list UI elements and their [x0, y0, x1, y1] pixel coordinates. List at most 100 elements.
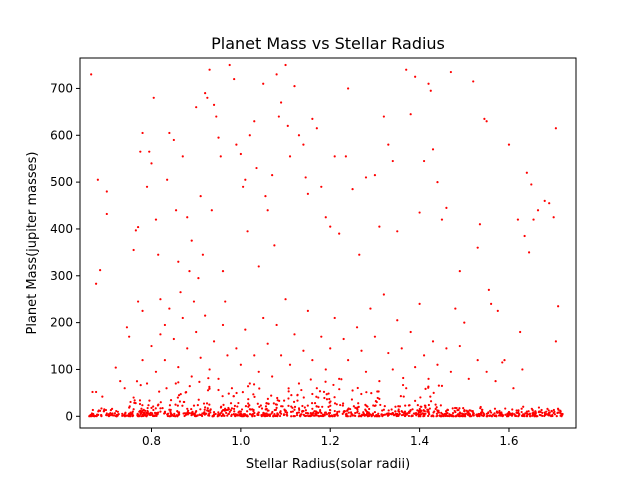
data-point	[376, 390, 379, 393]
data-point	[229, 402, 233, 405]
data-point	[303, 414, 306, 417]
data-point	[347, 87, 350, 90]
data-point	[398, 412, 401, 415]
data-point	[181, 155, 184, 158]
data-point	[522, 405, 525, 408]
data-point	[462, 407, 465, 410]
data-point	[400, 347, 403, 350]
data-point	[435, 412, 439, 415]
data-point	[495, 411, 498, 414]
data-point	[264, 405, 268, 408]
data-point	[440, 384, 444, 387]
data-point	[401, 383, 405, 387]
data-point	[241, 391, 244, 394]
data-point	[384, 413, 387, 416]
data-point	[229, 409, 233, 412]
data-point	[423, 404, 427, 407]
data-point	[207, 377, 210, 380]
data-point	[431, 148, 435, 151]
data-point	[487, 288, 490, 291]
data-point	[159, 410, 162, 413]
data-point	[498, 409, 501, 413]
data-point	[275, 406, 278, 409]
data-point	[529, 415, 532, 418]
data-point	[176, 396, 179, 399]
data-point	[556, 407, 560, 410]
data-point	[100, 415, 103, 418]
data-point	[232, 395, 235, 398]
data-point	[427, 403, 430, 407]
data-point	[208, 414, 211, 417]
data-point	[262, 316, 265, 320]
data-point	[235, 391, 238, 395]
data-point	[247, 402, 250, 405]
data-point	[248, 404, 251, 407]
data-point	[252, 410, 255, 413]
data-point	[125, 326, 129, 329]
data-point	[336, 412, 339, 415]
data-point	[528, 413, 531, 416]
data-point	[111, 414, 115, 417]
data-point	[141, 404, 144, 407]
data-point	[472, 80, 475, 83]
data-point	[119, 380, 122, 383]
data-point	[174, 209, 178, 212]
x-tick-label: 1.2	[321, 434, 340, 448]
data-point	[131, 414, 135, 417]
data-point	[195, 330, 198, 334]
data-point	[257, 411, 260, 414]
data-point	[214, 412, 217, 416]
data-point	[480, 414, 484, 417]
data-point	[273, 244, 276, 247]
data-point	[199, 408, 202, 411]
data-point	[259, 404, 262, 407]
data-point	[527, 251, 531, 254]
data-point	[343, 410, 346, 413]
data-point	[169, 410, 172, 413]
data-point	[457, 408, 460, 412]
data-point	[551, 414, 554, 418]
data-point	[104, 408, 108, 412]
data-point	[262, 82, 265, 85]
data-point	[208, 403, 211, 406]
data-point	[116, 413, 119, 416]
data-point	[239, 152, 242, 156]
data-point	[546, 413, 550, 416]
data-point	[364, 176, 368, 179]
data-point	[278, 414, 282, 418]
data-point	[419, 396, 422, 399]
data-point	[168, 404, 172, 407]
data-point	[277, 115, 280, 118]
data-point	[314, 414, 318, 417]
data-point	[197, 277, 200, 280]
data-point	[136, 300, 140, 303]
data-point	[206, 407, 209, 410]
data-point	[556, 411, 559, 415]
data-point	[459, 412, 463, 415]
data-point	[161, 407, 164, 410]
data-point	[123, 387, 126, 390]
data-point	[174, 403, 177, 406]
data-point	[501, 361, 504, 364]
data-point	[499, 413, 502, 416]
data-point	[256, 402, 259, 405]
data-point	[530, 407, 533, 410]
data-point	[167, 412, 170, 415]
data-point	[287, 387, 290, 390]
data-point	[419, 409, 423, 413]
data-point	[139, 150, 142, 153]
data-point	[445, 206, 448, 209]
data-point	[129, 413, 132, 416]
data-point	[177, 381, 180, 384]
data-point	[422, 415, 425, 418]
data-point	[96, 178, 99, 181]
data-point	[267, 409, 270, 412]
data-point	[115, 409, 118, 413]
data-point	[523, 234, 526, 238]
data-point	[454, 406, 457, 410]
data-point	[221, 323, 225, 327]
data-point	[159, 401, 162, 404]
data-point	[559, 412, 562, 415]
data-point	[148, 399, 151, 402]
data-point	[436, 363, 439, 366]
